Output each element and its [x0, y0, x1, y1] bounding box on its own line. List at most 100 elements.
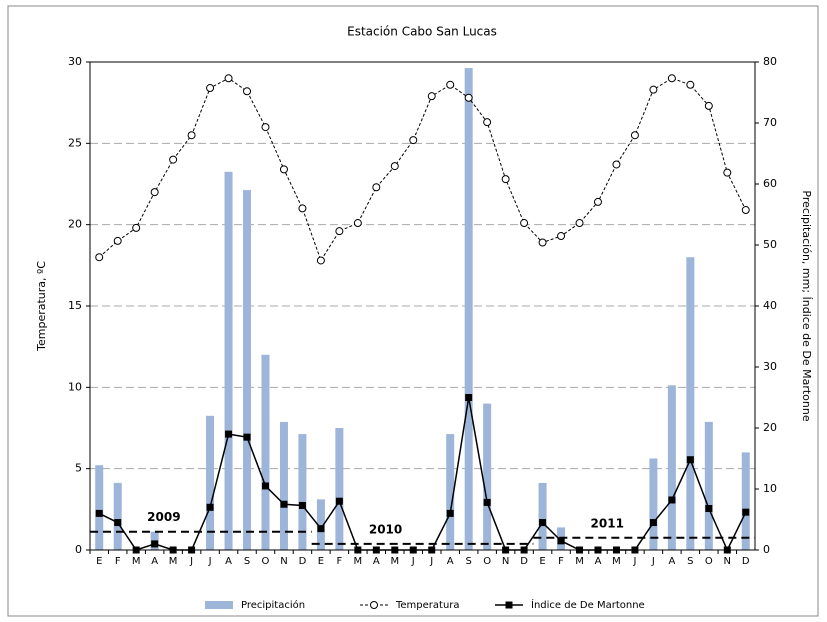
bar — [649, 458, 658, 550]
y2-tick-label: 40 — [763, 299, 777, 312]
y2-tick-label: 60 — [763, 177, 777, 190]
marker — [446, 80, 455, 89]
marker — [224, 74, 233, 83]
y-tick-label: 10 — [68, 380, 82, 393]
bar — [95, 465, 104, 550]
x-tick-label: D — [299, 556, 307, 567]
y2-tick-label: 80 — [763, 55, 777, 68]
legend-label: Temperatura — [395, 600, 460, 611]
marker — [705, 505, 713, 513]
x-tick-label: M — [612, 556, 621, 567]
marker — [390, 162, 399, 171]
y2-tick-label: 50 — [763, 238, 777, 251]
marker — [612, 160, 621, 169]
bar — [667, 385, 676, 550]
bar — [446, 434, 455, 550]
marker — [113, 236, 122, 245]
frame — [7, 5, 819, 617]
x-tick-label: O — [262, 556, 270, 567]
marker — [649, 85, 658, 94]
y-tick-label: 0 — [75, 543, 82, 556]
marker — [557, 537, 565, 545]
marker — [151, 540, 159, 548]
marker — [686, 80, 695, 89]
x-tick-label: O — [483, 556, 491, 567]
x-tick-label: A — [668, 556, 675, 567]
y2-tick-label: 70 — [763, 116, 777, 129]
y-axis-label: Temperatura, ºC — [35, 261, 48, 352]
bar — [261, 354, 270, 550]
x-tick-label: A — [595, 556, 602, 567]
marker — [593, 197, 602, 206]
marker — [261, 123, 270, 132]
x-tick-label: A — [225, 556, 232, 567]
marker — [557, 232, 566, 241]
marker — [243, 87, 252, 96]
marker — [206, 84, 215, 93]
marker — [353, 219, 362, 228]
legend-label: Índice de De Martonne — [531, 598, 645, 611]
bar — [335, 428, 344, 550]
y2-tick-label: 0 — [763, 543, 770, 556]
marker — [464, 93, 473, 102]
marker — [169, 155, 178, 164]
marker — [668, 496, 676, 504]
marker — [298, 204, 307, 213]
marker — [538, 238, 547, 247]
y2-tick-label: 30 — [763, 360, 777, 373]
legend-swatch — [370, 601, 378, 609]
marker — [335, 227, 344, 236]
legend-label: Precipitación — [241, 599, 305, 611]
marker — [686, 456, 694, 464]
x-tick-label: N — [280, 556, 287, 567]
chart-title: Estación Cabo San Lucas — [347, 25, 497, 39]
y2-tick-label: 20 — [763, 421, 777, 434]
x-tick-label: E — [318, 556, 324, 567]
x-tick-label: F — [115, 556, 121, 567]
x-tick-label: E — [96, 556, 102, 567]
marker — [280, 500, 288, 508]
bar — [298, 434, 307, 550]
marker — [667, 74, 676, 83]
x-tick-label: M — [169, 556, 178, 567]
y-tick-label: 20 — [68, 218, 82, 231]
marker — [95, 509, 103, 517]
x-tick-label: N — [502, 556, 509, 567]
marker — [316, 256, 325, 265]
marker — [575, 219, 584, 228]
marker — [317, 525, 325, 533]
bar — [316, 499, 325, 550]
marker — [649, 519, 657, 527]
bar — [704, 421, 713, 550]
x-tick-label: A — [373, 556, 380, 567]
x-tick-label: J — [189, 556, 193, 567]
plot-border — [89, 61, 756, 551]
annual-index-label: 2009 — [147, 510, 180, 524]
bar — [279, 421, 288, 550]
bar — [224, 171, 233, 551]
marker — [704, 101, 713, 110]
marker — [95, 253, 104, 262]
marker — [150, 188, 159, 197]
marker — [465, 394, 473, 401]
annual-index-label: 2011 — [591, 516, 624, 530]
series-line — [98, 77, 747, 262]
marker — [742, 508, 750, 516]
x-tick-label: E — [539, 556, 545, 567]
marker — [446, 509, 454, 517]
marker — [501, 175, 510, 184]
x-tick-label: N — [724, 556, 731, 567]
marker — [483, 498, 491, 506]
x-tick-label: J — [429, 556, 433, 567]
marker — [409, 136, 418, 145]
legend-swatch — [205, 601, 233, 609]
marker — [335, 497, 343, 505]
bar — [243, 190, 252, 550]
series-line — [98, 397, 747, 552]
x-tick-label: A — [447, 556, 454, 567]
bar — [206, 415, 215, 550]
x-tick-label: J — [208, 556, 212, 567]
marker — [298, 501, 306, 509]
bar — [464, 68, 473, 550]
marker — [427, 92, 436, 101]
